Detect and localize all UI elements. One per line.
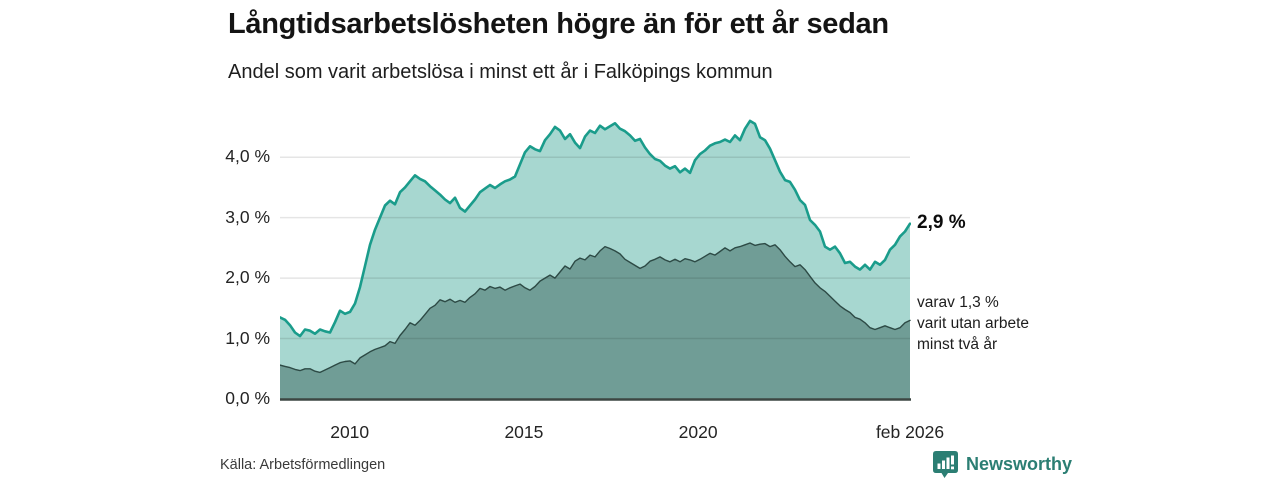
- brand-logo: Newsworthy: [933, 451, 1072, 478]
- page-subtitle: Andel som varit arbetslösa i minst ett å…: [228, 61, 773, 83]
- plot-area: [278, 110, 912, 402]
- y-axis-label: 4,0 %: [225, 146, 270, 167]
- line-unemployed-1yr: [278, 119, 912, 338]
- brand-name: Newsworthy: [966, 454, 1073, 474]
- x-axis-label: feb 2026: [875, 422, 945, 442]
- x-axis-label: 2020: [678, 422, 718, 442]
- y-axis-label: 1,0 %: [225, 327, 270, 348]
- page-title: Långtidsarbetslösheten högre än för ett …: [228, 8, 889, 40]
- newsworthy-pin-icon: [933, 451, 958, 478]
- x-axis-label: 2015: [504, 422, 544, 442]
- line-unemployed-2yr: [279, 242, 911, 374]
- two-year-annotation: varav 1,3 % varit utan arbete minst två …: [917, 294, 1030, 353]
- x-axis-label: 2010: [330, 422, 370, 442]
- area-chart: [278, 119, 912, 401]
- source-note: Källa: Arbetsförmedlingen: [220, 457, 386, 473]
- area-unemployed-2yr: [280, 243, 910, 399]
- y-axis-label: 0,0 %: [225, 388, 270, 408]
- latest-value-label: 2,9 %: [917, 212, 966, 233]
- gridlines: [280, 156, 910, 340]
- y-axis-label: 3,0 %: [225, 206, 270, 227]
- y-axis-label: 2,0 %: [225, 267, 270, 288]
